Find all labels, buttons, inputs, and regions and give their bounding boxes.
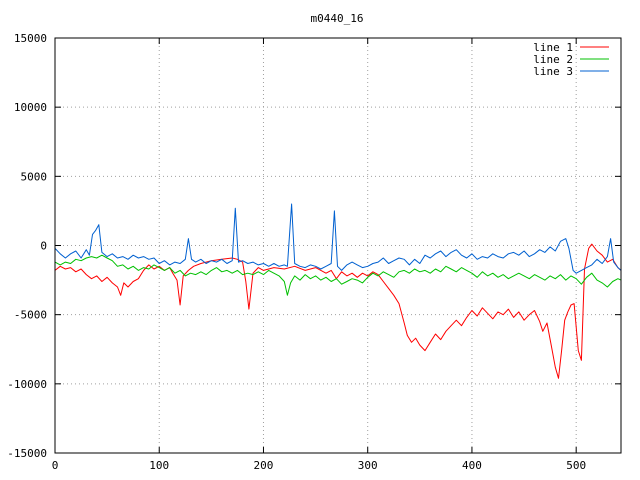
series-line-3 [54,203,622,274]
x-tick-label: 200 [254,459,274,472]
series-line-2 [54,254,622,296]
legend-label: line 1 [533,41,573,54]
x-axis-ticks: 0 100 200 300 400 500 [52,38,586,472]
y-tick-label: 5000 [21,170,48,183]
x-tick-label: 100 [149,459,169,472]
y-tick-label: 15000 [14,32,47,45]
chart-title: m0440_16 [311,12,364,25]
x-tick-label: 400 [462,459,482,472]
x-tick-label: 0 [52,459,59,472]
legend-label: line 3 [533,65,573,78]
y-axis-ticks: -15000 -10000 -5000 0 5000 10000 15000 [7,32,621,460]
y-tick-label: -10000 [7,378,47,391]
x-tick-label: 300 [358,459,378,472]
y-tick-label: -5000 [14,309,47,322]
series-line-1 [54,243,622,379]
x-tick-label: 500 [566,459,586,472]
y-tick-label: -15000 [7,447,47,460]
y-tick-label: 10000 [14,101,47,114]
series-lines [54,203,622,379]
legend-label: line 2 [533,53,573,66]
y-tick-label: 0 [40,240,47,253]
grid [55,38,621,453]
